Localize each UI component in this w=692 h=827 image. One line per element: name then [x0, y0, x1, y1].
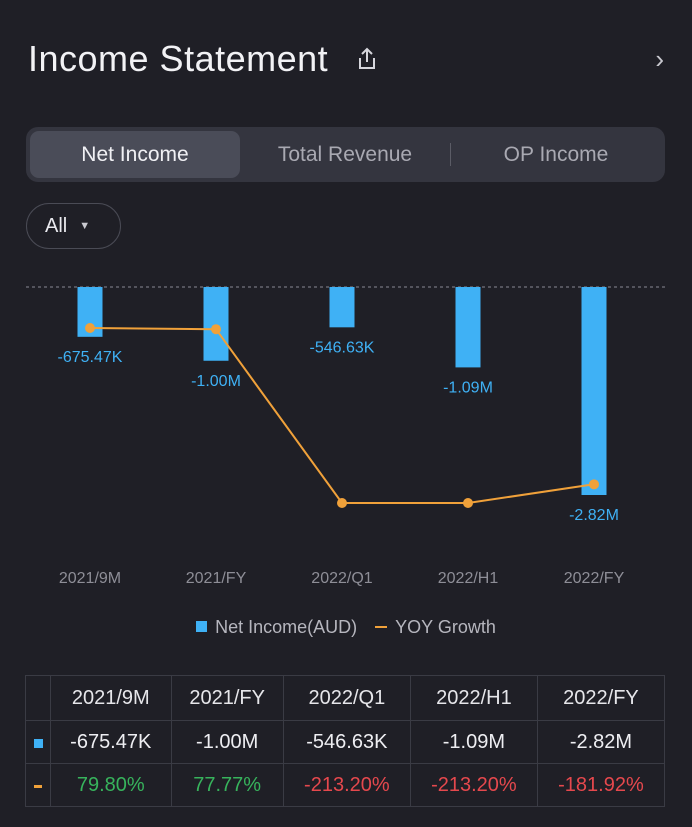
table-corner — [25, 675, 51, 721]
table-header: 2022/FY — [536, 675, 666, 721]
legend-item-yoy[interactable]: YOY Growth — [375, 617, 496, 638]
share-icon[interactable] — [356, 46, 378, 72]
header: Income Statement › — [28, 34, 664, 84]
net-income-key — [25, 720, 51, 764]
bar-value-label: -1.09M — [443, 379, 493, 396]
legend-label-yoy: YOY Growth — [395, 617, 496, 637]
yoy-point-2021/9M — [85, 323, 95, 333]
table-header: 2021/FY — [170, 675, 284, 721]
legend-label-net-income: Net Income(AUD) — [215, 617, 358, 637]
bar-value-label: -675.47K — [58, 349, 123, 366]
tab-op-income[interactable]: OP Income — [503, 142, 609, 166]
bar-2022/FY — [581, 287, 607, 495]
tab-net-income[interactable]: Net Income — [30, 131, 240, 178]
line-swatch-icon — [375, 626, 388, 628]
table-header: 2022/Q1 — [282, 675, 411, 721]
yoy-point-2022/H1 — [463, 498, 473, 508]
page-title: Income Statement — [28, 38, 329, 79]
table-cell: -213.20% — [409, 763, 538, 807]
bar-2022/Q1 — [329, 287, 355, 328]
table-header-row: 2021/9M 2021/FY 2022/Q1 2022/H1 2022/FY — [25, 675, 666, 721]
bar-2022/H1 — [455, 287, 481, 368]
yoy-point-2022/Q1 — [337, 498, 347, 508]
table-cell: 79.80% — [50, 763, 172, 807]
table-header: 2022/H1 — [409, 675, 538, 721]
caret-down-icon: ▼ — [79, 220, 91, 232]
table-cell: -1.00M — [170, 720, 284, 764]
tab-divider — [450, 143, 451, 166]
yoy-point-2021/FY — [211, 324, 221, 335]
chevron-right-icon[interactable]: › — [655, 44, 664, 74]
tab-total-revenue[interactable]: Total Revenue — [277, 142, 413, 166]
period-filter-dropdown[interactable]: All ▼ — [26, 203, 121, 249]
x-tick-label: 2022/FY — [564, 570, 625, 587]
bar-value-label: -1.00M — [191, 373, 241, 390]
table-header: 2021/9M — [50, 675, 172, 721]
table-cell: -2.82M — [536, 720, 666, 764]
legend-item-net-income[interactable]: Net Income(AUD) — [196, 617, 357, 638]
metric-tabs: Net Income Total Revenue OP Income — [26, 127, 665, 182]
x-tick-label: 2021/9M — [59, 570, 121, 587]
table-cell: -546.63K — [282, 720, 411, 764]
net-income-chart: -675.47K -1.00M -546.63K -1.09M -2.82M 2021/9… — [26, 286, 666, 587]
table-cell: -1.09M — [409, 720, 538, 764]
table-cell: -675.47K — [50, 720, 172, 764]
x-tick-label: 2021/FY — [186, 570, 247, 587]
bar-2021/FY — [203, 287, 229, 361]
bar-swatch-icon — [33, 738, 43, 748]
table-row-net-income: -675.47K -1.00M -546.63K -1.09M -2.82M — [25, 720, 666, 764]
yoy-key — [25, 763, 51, 807]
x-tick-label: 2022/Q1 — [311, 570, 372, 587]
data-table: 2021/9M 2021/FY 2022/Q1 2022/H1 2022/FY … — [25, 675, 666, 807]
table-cell: -181.92% — [536, 763, 666, 807]
period-filter-label: All — [45, 214, 68, 237]
yoy-point-2022/FY — [589, 479, 599, 490]
table-cell: -213.20% — [282, 763, 411, 807]
bar-value-label: -546.63K — [310, 339, 375, 356]
chart-legend: Net Income(AUD) YOY Growth — [0, 617, 692, 638]
line-swatch-icon — [34, 784, 42, 788]
table-cell: 77.77% — [170, 763, 284, 807]
table-row-yoy: 79.80% 77.77% -213.20% -213.20% -181.92% — [25, 763, 666, 807]
bar-value-label: -2.82M — [569, 507, 619, 524]
bar-swatch-icon — [196, 621, 208, 632]
x-tick-label: 2022/H1 — [438, 570, 499, 587]
